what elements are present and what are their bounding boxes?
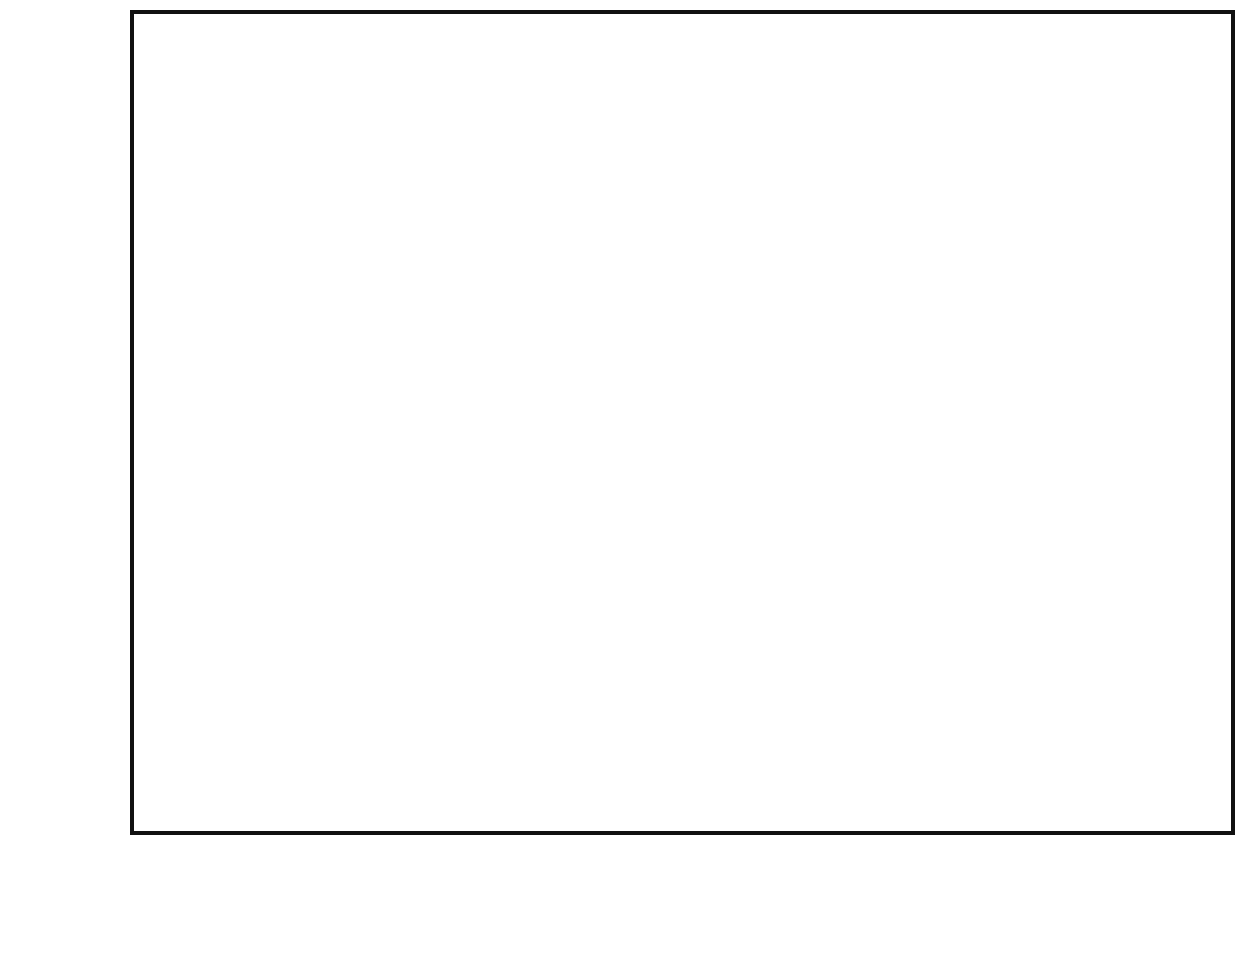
plot-area xyxy=(130,10,1235,835)
y-axis-label xyxy=(5,245,115,249)
xrd-figure xyxy=(0,0,1254,968)
xrd-trace xyxy=(134,14,1231,831)
